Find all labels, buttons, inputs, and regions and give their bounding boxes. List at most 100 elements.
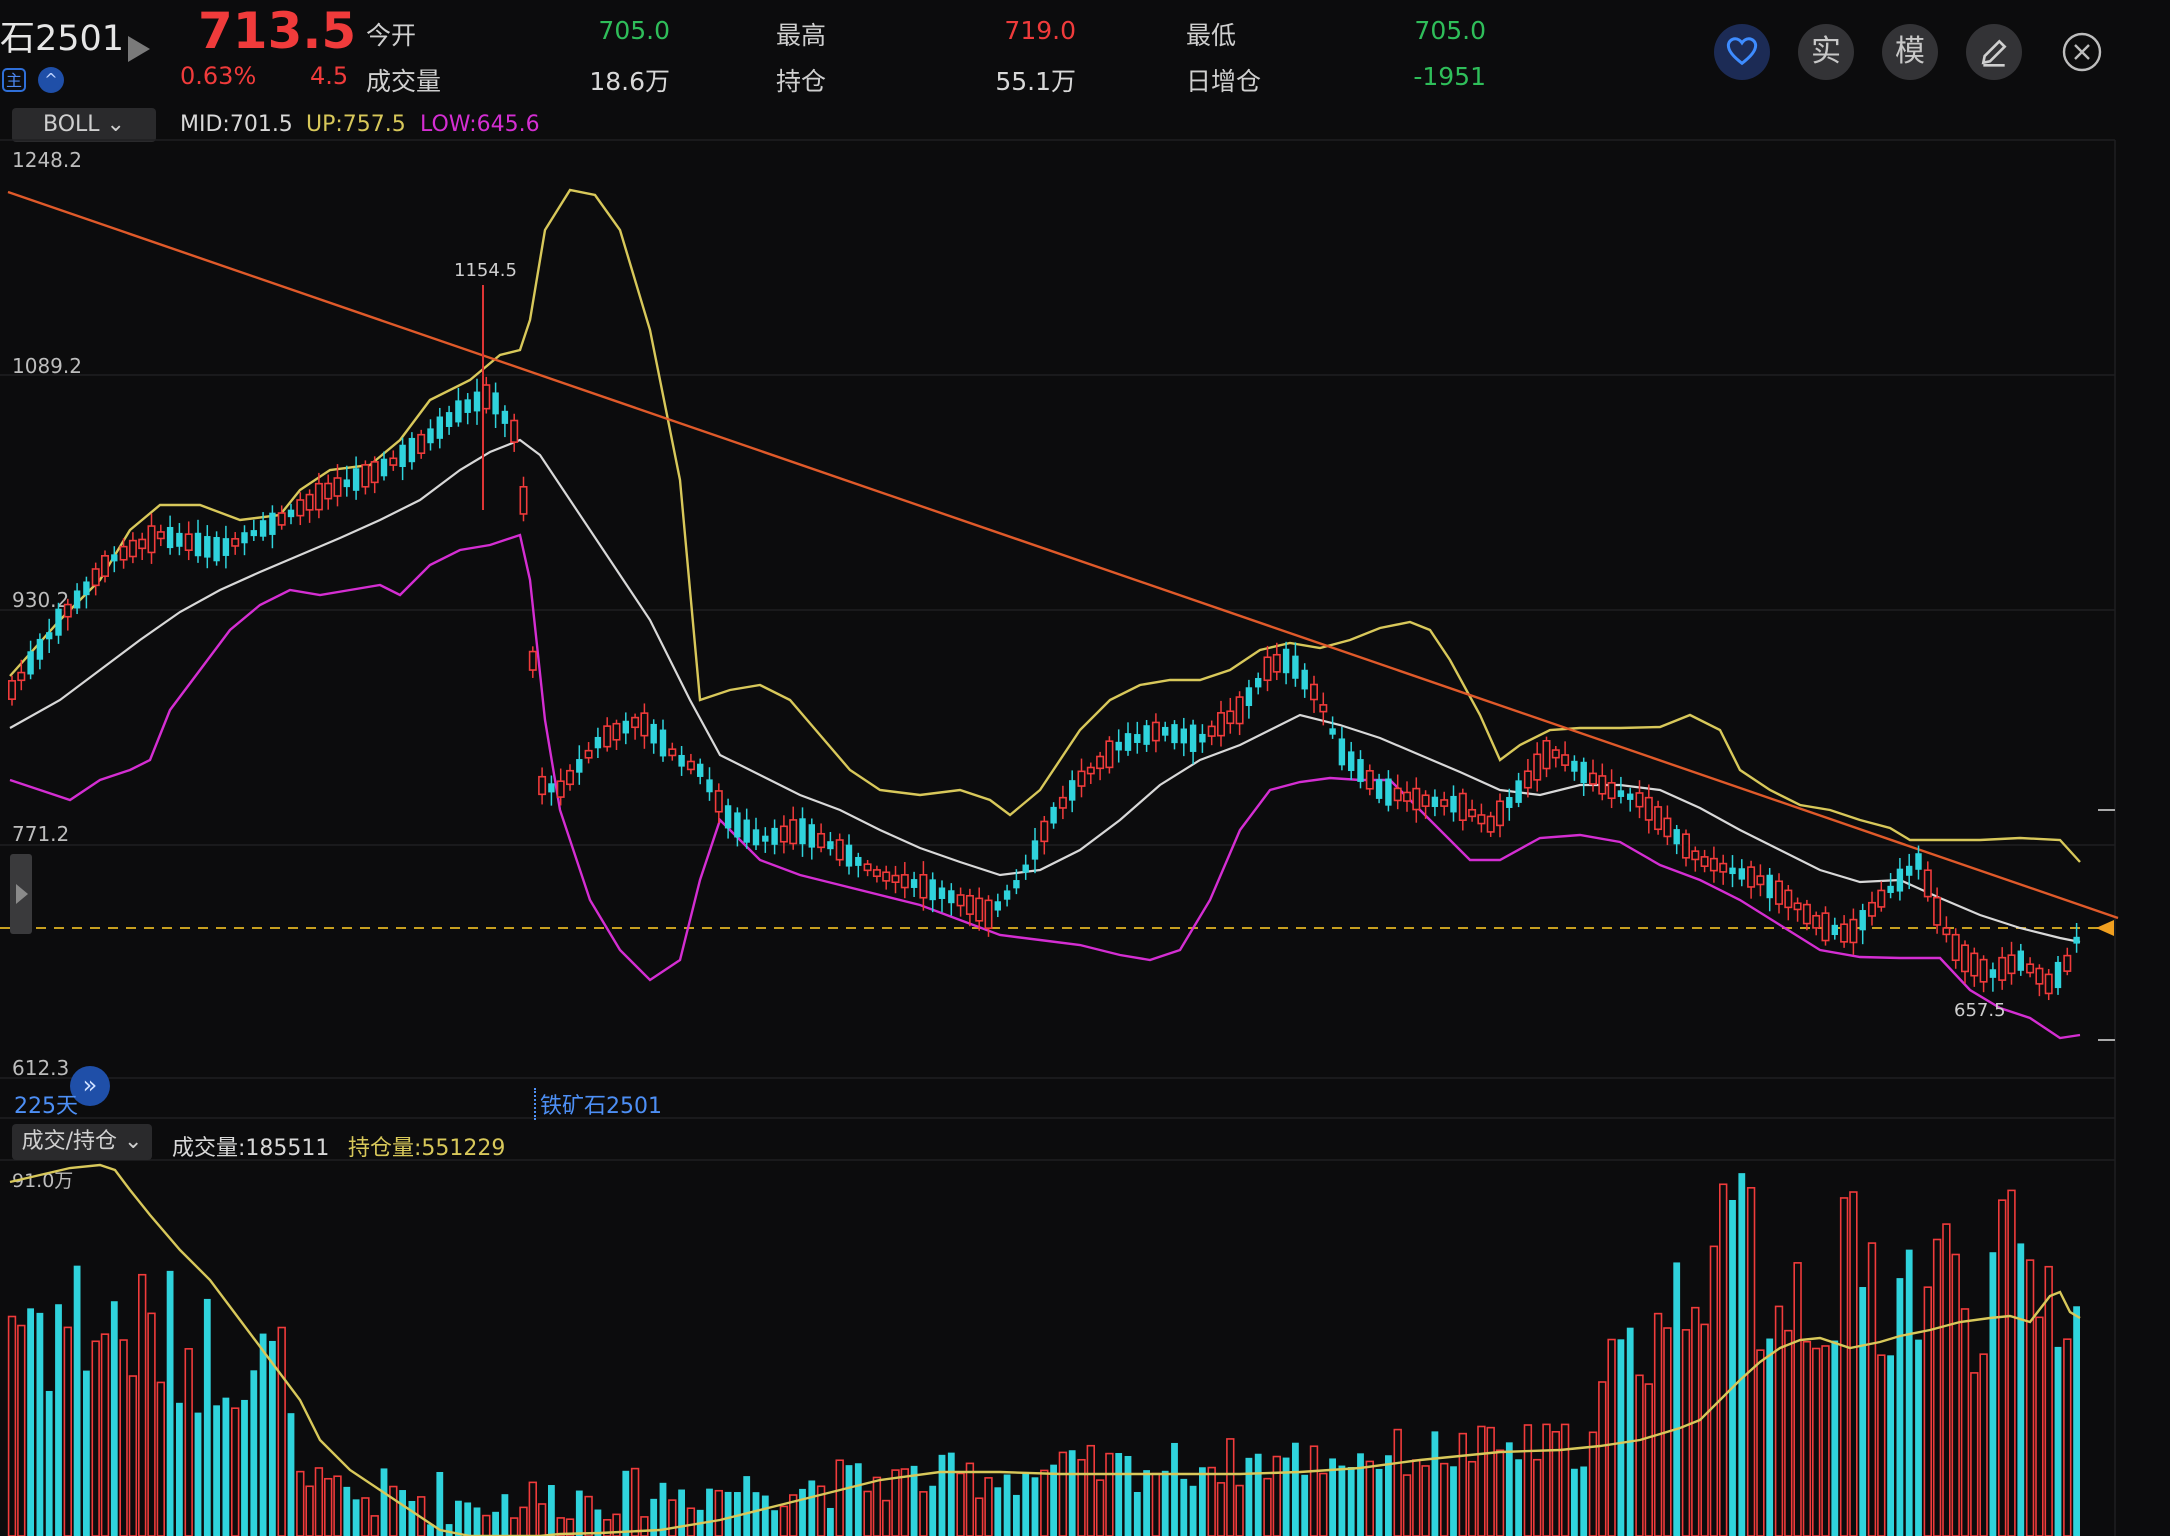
main-contract-icon[interactable]: 主 [2,68,26,92]
candle-body [1393,787,1402,802]
volume-bar [36,1312,44,1536]
close-button[interactable] [2062,32,2102,72]
volume-bar [1068,1450,1076,1536]
high-annotation: 1154.5 [454,260,517,281]
volume-bar [881,1499,891,1536]
volume-bar [389,1485,398,1536]
candle-body [241,532,248,544]
volume-bar [1402,1474,1412,1536]
favorite-button[interactable] [1714,24,1770,80]
candle-body [714,790,723,813]
instrument-title: 石2501 [0,19,125,59]
volume-bar [445,1524,453,1536]
collapse-up-icon[interactable]: ^ [38,67,64,93]
days-label: 225天 [14,1094,78,1119]
volume-bar [27,1308,34,1536]
candle-body [1013,880,1020,889]
volume-bar [1095,1479,1105,1536]
volume-bar [984,1477,993,1536]
candle-body [1998,956,2007,981]
volume-bar [1560,1423,1570,1536]
candle-body [17,671,26,682]
volume-bar [1859,1287,1867,1536]
volume-bar [1635,1374,1644,1536]
candle-body [305,493,314,511]
candle-body [259,520,267,537]
candle-body [343,479,350,488]
volume-bar [565,1518,575,1536]
volume-bar [1161,1470,1169,1536]
price-axis-label: 771.2 [12,822,70,846]
low-value: 705.0 [1414,16,1486,45]
indicator-selector[interactable]: BOLL ⌄ [12,108,156,142]
volume-bar [147,1312,156,1536]
candle-body [808,824,815,848]
volume-bar [919,1491,928,1536]
candle-body [2026,963,2035,974]
candle-body [891,874,900,883]
volume-bar [1450,1466,1457,1536]
candle-body [1310,683,1319,701]
candlestick-series [8,376,2080,1001]
boll-upper-band [9,188,2081,863]
candle-body [1812,914,1821,929]
volume-bar [854,1463,862,1536]
sim-trade-button[interactable]: 模 [1882,24,1938,80]
volume-bar [994,1487,1002,1536]
volume-bar [1086,1444,1096,1536]
volume-indicator-selector[interactable]: 成交/持仓 ⌄ [12,1124,152,1160]
boll-up-value: UP:757.5 [306,112,406,137]
candle-body [1571,760,1578,772]
volume-bar [1151,1472,1161,1536]
volume-bar [138,1273,147,1536]
candle-body [519,485,528,515]
candle-body [128,539,137,558]
expand-icon[interactable]: » [70,1066,110,1106]
volume-bar [1784,1329,1793,1536]
volume-bar [974,1497,984,1536]
candle-body [1617,790,1625,797]
volume-bar [900,1468,910,1536]
volume-bar [2044,1265,2053,1536]
candle-body [1654,806,1663,831]
candle-body [948,890,955,904]
volume-bar [343,1486,351,1536]
volume-bar [2007,1189,2016,1536]
volume-bar [1998,1199,2007,1536]
candle-body [1263,656,1272,682]
volume-bar [1385,1455,1392,1536]
open-value: 705.0 [598,16,670,45]
volume-bar [482,1514,491,1536]
candle-body [399,444,406,468]
volume-bar [1774,1305,1784,1536]
volume-bar [1412,1459,1421,1536]
candle-body [408,437,416,463]
candle-body [1589,772,1598,785]
candle-body [176,532,183,547]
volume-bar [734,1492,741,1536]
volume-bar [501,1494,509,1536]
volume-bar [1486,1426,1495,1536]
volume-bar [1077,1458,1086,1536]
real-trade-button[interactable]: 实 [1798,24,1854,80]
candle-body [1663,817,1672,838]
candle-body [119,545,128,561]
draw-button[interactable] [1966,24,2022,80]
volume-bar [1887,1355,1894,1536]
volume-bar [1571,1468,1578,1536]
volume-bar [1709,1245,1719,1536]
candle-body [762,835,769,842]
candle-body [528,650,537,671]
side-panel-toggle[interactable] [10,854,32,934]
candle-body [612,722,621,741]
volume-bar [361,1497,370,1536]
volume-bar [752,1492,760,1536]
daily-pos-change-value: -1951 [1413,62,1486,91]
volume-bar [1133,1491,1141,1536]
play-icon[interactable] [128,36,150,62]
volume-bar [100,1333,110,1536]
candle-body [1561,754,1570,766]
candle-body [147,525,156,554]
